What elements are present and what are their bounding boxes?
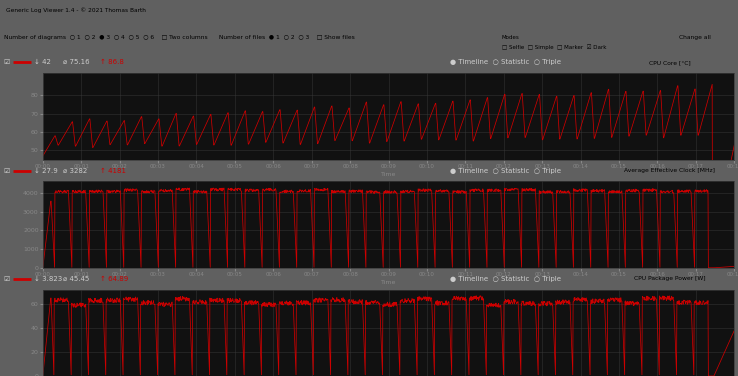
Text: Generic Log Viewer 1.4 - © 2021 Thomas Barth: Generic Log Viewer 1.4 - © 2021 Thomas B… [6, 8, 146, 13]
Text: ↓ 27.9: ↓ 27.9 [34, 168, 58, 174]
Text: □ Selfie  □ Simple  □ Marker  ☑ Dark: □ Selfie □ Simple □ Marker ☑ Dark [502, 44, 607, 50]
Text: CPU Package Power [W]: CPU Package Power [W] [634, 276, 706, 281]
Text: ☑: ☑ [3, 276, 9, 282]
Text: ☑: ☑ [3, 168, 9, 174]
Text: ● Timeline  ○ Statistic  ○ Triple: ● Timeline ○ Statistic ○ Triple [450, 59, 561, 65]
Text: ↑ 86.8: ↑ 86.8 [100, 59, 123, 65]
Text: ↓ 42: ↓ 42 [34, 59, 51, 65]
Text: ⌀ 3282: ⌀ 3282 [63, 168, 87, 174]
Text: ⌀ 75.16: ⌀ 75.16 [63, 59, 89, 65]
Text: ● Timeline  ○ Statistic  ○ Triple: ● Timeline ○ Statistic ○ Triple [450, 168, 561, 174]
Text: CPU Core [°C]: CPU Core [°C] [649, 60, 691, 65]
Text: Number of diagrams  ○ 1  ○ 2  ● 3  ○ 4  ○ 5  ○ 6    □ Two columns      Number of: Number of diagrams ○ 1 ○ 2 ● 3 ○ 4 ○ 5 ○… [4, 35, 354, 40]
Text: ⌀ 45.45: ⌀ 45.45 [63, 276, 89, 282]
Text: ↓ 3.823: ↓ 3.823 [34, 276, 62, 282]
Text: Modes: Modes [502, 35, 520, 40]
Text: ☑: ☑ [3, 59, 9, 65]
X-axis label: Time: Time [381, 171, 396, 177]
Text: Average Effective Clock [MHz]: Average Effective Clock [MHz] [624, 168, 715, 173]
X-axis label: Time: Time [381, 280, 396, 285]
Text: Change all: Change all [679, 35, 711, 40]
Text: ↑ 64.89: ↑ 64.89 [100, 276, 128, 282]
Text: ● Timeline  ○ Statistic  ○ Triple: ● Timeline ○ Statistic ○ Triple [450, 276, 561, 282]
Text: ↑ 4181: ↑ 4181 [100, 168, 125, 174]
